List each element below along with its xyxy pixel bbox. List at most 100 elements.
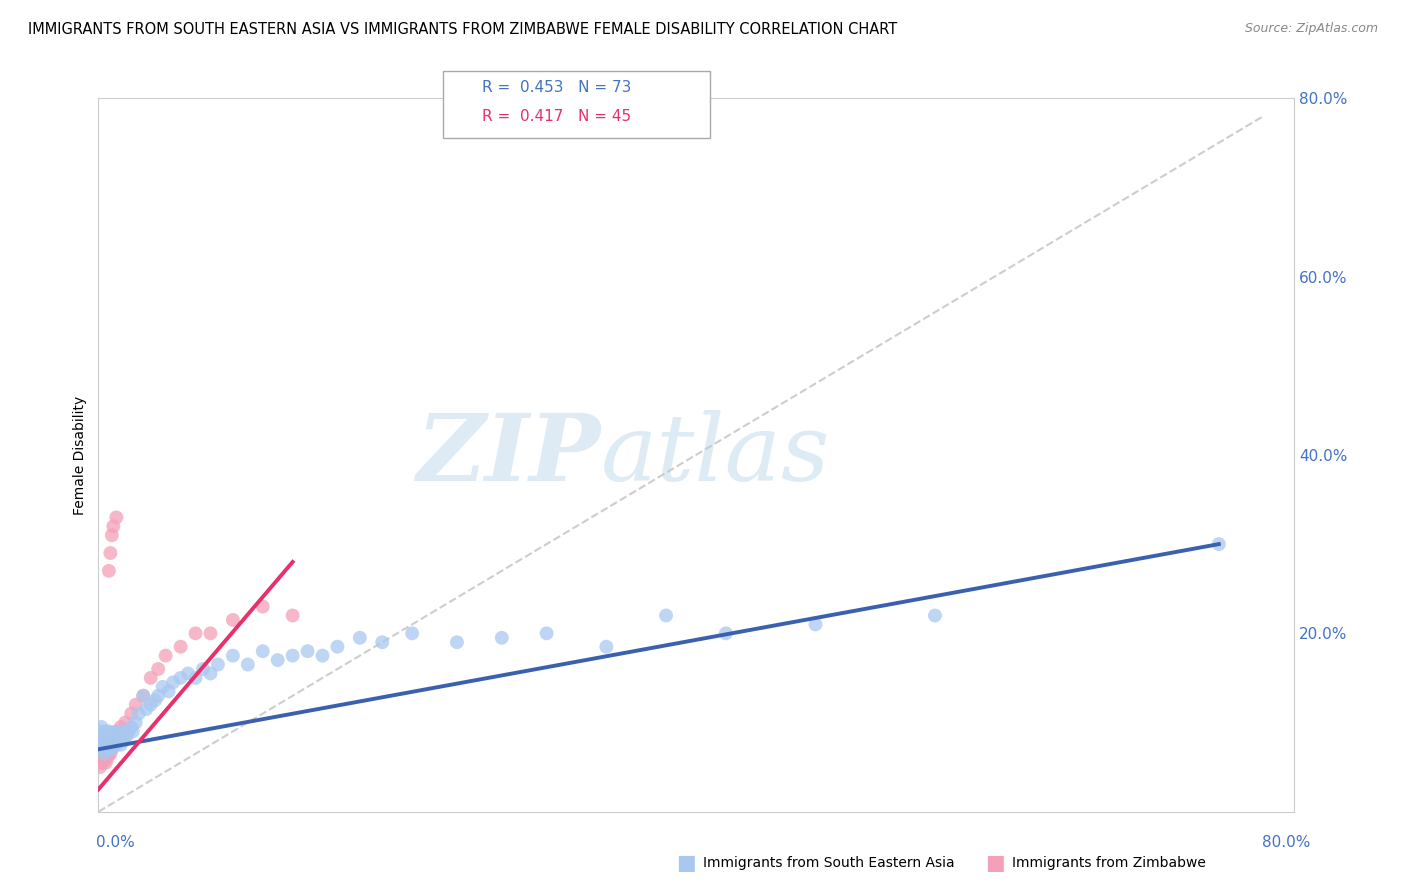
Point	[90, 756, 112, 770]
Point	[97, 742, 120, 756]
Point	[184, 626, 207, 640]
Point	[104, 733, 127, 747]
Point	[222, 648, 245, 663]
Point	[104, 729, 127, 743]
Point	[311, 648, 333, 663]
Point	[252, 599, 274, 614]
Point	[110, 738, 132, 752]
Point	[90, 738, 112, 752]
Point	[108, 729, 131, 743]
Point	[148, 689, 170, 703]
Text: 0.0%: 0.0%	[96, 836, 135, 850]
Point	[536, 626, 558, 640]
Point	[655, 608, 678, 623]
Point	[101, 742, 124, 756]
Point	[97, 724, 120, 739]
Point	[491, 631, 513, 645]
Point	[143, 693, 166, 707]
Point	[200, 626, 222, 640]
Point	[93, 742, 115, 756]
Point	[177, 666, 200, 681]
Point	[714, 626, 737, 640]
Point	[89, 760, 111, 774]
Point	[93, 738, 115, 752]
Point	[105, 724, 128, 739]
Point	[101, 733, 124, 747]
Text: Source: ZipAtlas.com: Source: ZipAtlas.com	[1244, 22, 1378, 36]
Point	[105, 510, 128, 524]
Point	[91, 742, 114, 756]
Point	[169, 671, 191, 685]
Point	[595, 640, 617, 654]
Point	[120, 706, 142, 721]
Point	[93, 733, 115, 747]
Point	[297, 644, 319, 658]
Point	[96, 742, 118, 756]
Text: 80.0%: 80.0%	[1263, 836, 1310, 850]
Point	[105, 738, 128, 752]
Point	[97, 733, 120, 747]
Point	[89, 742, 111, 756]
Point	[105, 724, 128, 739]
Point	[94, 742, 117, 756]
Text: R =  0.417   N = 45: R = 0.417 N = 45	[482, 109, 631, 124]
Point	[93, 747, 115, 761]
Point	[97, 564, 120, 578]
Point	[111, 729, 134, 743]
Point	[91, 729, 114, 743]
Text: atlas: atlas	[600, 410, 830, 500]
Point	[103, 733, 125, 747]
Point	[236, 657, 259, 672]
Point	[200, 666, 222, 681]
Point	[281, 648, 304, 663]
Point	[222, 613, 245, 627]
Point	[91, 756, 114, 770]
Point	[100, 738, 122, 752]
Point	[128, 706, 150, 721]
Point	[139, 671, 162, 685]
Point	[117, 724, 139, 739]
Point	[125, 715, 148, 730]
Point	[446, 635, 468, 649]
Text: ■: ■	[676, 853, 696, 872]
Point	[125, 698, 148, 712]
Point	[103, 738, 125, 752]
Point	[90, 738, 112, 752]
Point	[148, 662, 170, 676]
Point	[120, 720, 142, 734]
Point	[94, 724, 117, 739]
Point	[96, 751, 118, 765]
Point	[371, 635, 394, 649]
Point	[349, 631, 371, 645]
Point	[139, 698, 162, 712]
Point	[326, 640, 349, 654]
Point	[401, 626, 423, 640]
Text: R =  0.453   N = 73: R = 0.453 N = 73	[482, 80, 631, 95]
Point	[135, 702, 157, 716]
Point	[207, 657, 229, 672]
Text: ■: ■	[986, 853, 1005, 872]
Point	[90, 720, 112, 734]
Point	[110, 720, 132, 734]
Point	[191, 662, 214, 676]
Point	[169, 640, 191, 654]
Point	[100, 738, 122, 752]
Point	[101, 742, 124, 756]
Point	[91, 733, 114, 747]
Point	[90, 747, 112, 761]
Point	[103, 519, 125, 533]
Point	[100, 546, 122, 560]
Point	[103, 729, 125, 743]
Point	[114, 724, 136, 739]
Point	[96, 729, 118, 743]
Point	[281, 608, 304, 623]
Point	[184, 671, 207, 685]
Point	[121, 724, 143, 739]
Point	[1208, 537, 1230, 551]
Y-axis label: Female Disability: Female Disability	[73, 395, 87, 515]
Point	[110, 724, 132, 739]
Point	[96, 738, 118, 752]
Point	[115, 729, 138, 743]
Point	[94, 733, 117, 747]
Point	[97, 738, 120, 752]
